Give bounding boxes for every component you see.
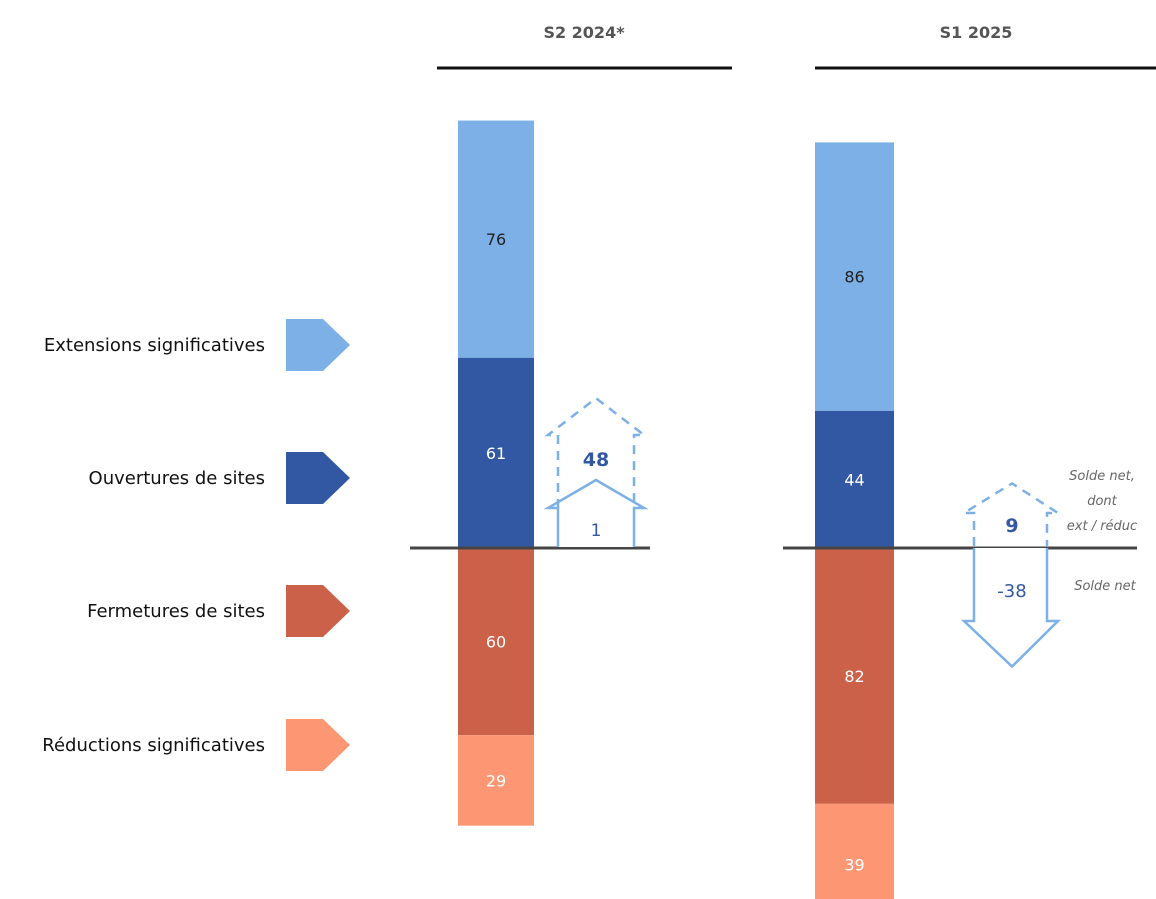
ext-reduc-value: 9 xyxy=(1005,515,1018,537)
bar-reductions xyxy=(815,803,894,899)
bar-value-label: 44 xyxy=(844,470,864,489)
legend: Extensions significatives Ouvertures de s… xyxy=(42,319,350,771)
bar-ouvertures xyxy=(458,357,534,548)
net-arrows: 48 1 9 -38 xyxy=(543,396,1063,669)
annotation-solde-net: Solde net xyxy=(1074,579,1136,594)
columns: S2 2024* 61 76 60 29 S1 2025 44 86 82 39 xyxy=(410,23,1156,899)
bar-value-label: 39 xyxy=(844,856,864,875)
legend-label-extensions: Extensions significatives xyxy=(44,335,265,356)
legend-marker-extensions xyxy=(286,319,350,371)
bar-reductions xyxy=(458,735,534,826)
ext-reduc-value: 48 xyxy=(583,449,609,471)
bar-value-label: 76 xyxy=(486,230,506,249)
legend-marker-reductions xyxy=(286,719,350,771)
bar-value-label: 86 xyxy=(844,268,864,287)
bar-value-label: 60 xyxy=(486,633,506,652)
bar-ouvertures xyxy=(815,410,894,548)
bar-extensions xyxy=(815,142,894,411)
bar-fermetures xyxy=(815,548,894,804)
annotation-solde-net-dont: Solde net, xyxy=(1069,469,1135,484)
ext-reduc-arrow-dashed-up xyxy=(959,481,1063,546)
legend-marker-fermetures xyxy=(286,585,350,637)
column-header: S2 2024* xyxy=(543,23,625,42)
column-header: S1 2025 xyxy=(940,23,1013,42)
annotation-solde-net-dont: ext / réduc xyxy=(1067,519,1137,534)
bar-value-label: 29 xyxy=(486,771,506,790)
bar-value-label: 82 xyxy=(844,667,864,686)
legend-label-ouvertures: Ouvertures de sites xyxy=(89,468,265,489)
annotation-solde-net-dont: dont xyxy=(1087,494,1117,509)
net-arrow-solid-down xyxy=(960,548,1062,669)
bar-value-label: 61 xyxy=(486,444,506,463)
legend-marker-ouvertures xyxy=(286,452,350,504)
legend-label-fermetures: Fermetures de sites xyxy=(87,601,265,622)
net-arrow-dashed-up xyxy=(544,396,648,508)
legend-label-reductions: Réductions significatives xyxy=(42,735,265,756)
annotations: Solde net, dont ext / réduc Solde net xyxy=(1067,469,1137,594)
solde-net-value: -38 xyxy=(997,581,1026,602)
bar-fermetures xyxy=(458,548,534,736)
bar-extensions xyxy=(458,120,534,358)
solde-net-value: 1 xyxy=(591,521,602,541)
